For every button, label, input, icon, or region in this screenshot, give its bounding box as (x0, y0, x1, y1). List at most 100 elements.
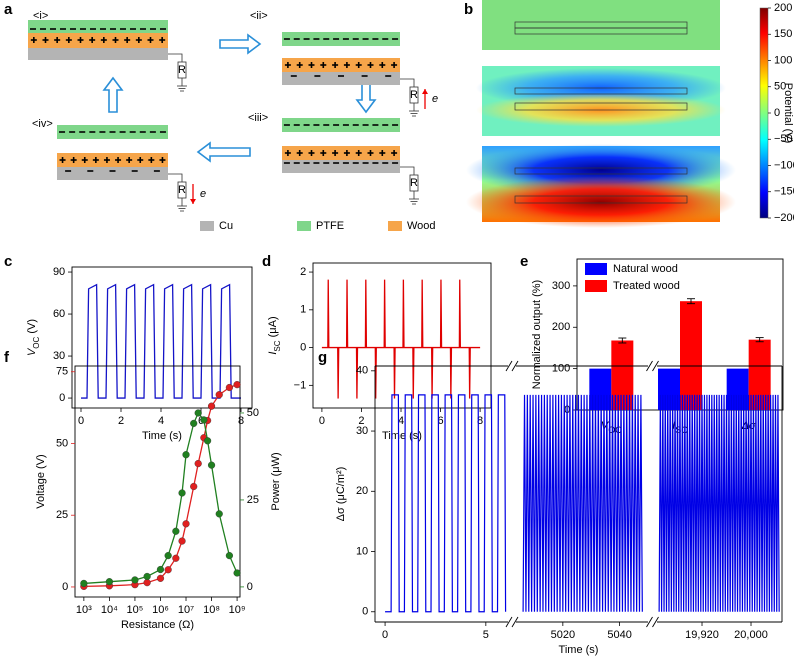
layer (57, 167, 168, 180)
data-point (225, 383, 234, 392)
wire (168, 173, 183, 182)
data-point (190, 482, 198, 491)
y-tick-label: 30 (356, 425, 368, 437)
resistor-label: R (178, 184, 186, 196)
arrow-left (196, 141, 251, 163)
arrow-up (102, 76, 124, 113)
axis-break (646, 360, 653, 372)
y-tick-label: 2 (300, 266, 306, 278)
layer (282, 58, 400, 72)
y-tick-label: 300 (552, 280, 570, 292)
layer (282, 72, 400, 85)
data-point (131, 576, 139, 584)
data-point (156, 574, 165, 582)
data-point (164, 552, 172, 560)
cycle-arrows (102, 33, 377, 163)
x-tick-label: 19,920 (685, 629, 719, 641)
resistor-label: R (410, 89, 418, 101)
data-point (207, 402, 216, 410)
resistor-label: R (178, 64, 186, 76)
axis-break (646, 616, 653, 628)
data-point (164, 566, 172, 574)
bar (611, 340, 634, 410)
legend-label: Wood (407, 220, 436, 232)
x-tick-label: 0 (78, 415, 84, 427)
plot-frame (74, 365, 241, 598)
y-tick-label: 0 (62, 581, 68, 593)
y-axis-label: VOC (V) (26, 319, 41, 356)
x-tick-label: 5020 (551, 629, 575, 641)
y-axis-label: ISC (μA) (267, 316, 282, 354)
data-point (143, 572, 151, 581)
x-tick-label: 10⁹ (229, 604, 246, 616)
layer (28, 48, 168, 60)
layer (282, 160, 400, 173)
colorbar-tick-label: 100 (774, 54, 792, 66)
y-tick-label: 75 (56, 366, 68, 378)
wood-outline (514, 102, 688, 111)
y-axis-label: Power (μW) (270, 452, 282, 510)
legend-swatch (200, 221, 214, 231)
panel-label: f (4, 349, 10, 366)
x-tick-label: 2 (358, 415, 364, 427)
colorbar (759, 7, 769, 219)
x-tick-label: 10⁸ (203, 604, 220, 616)
axis-break (511, 616, 519, 628)
panel-label: c (4, 253, 12, 270)
x-tick-label: 4 (398, 415, 404, 427)
data-point (178, 537, 186, 545)
data-point (233, 381, 241, 389)
data-point (172, 527, 180, 535)
x-axis-label: Time (s) (142, 430, 182, 442)
panel-label: g (318, 349, 327, 366)
x-axis-label: Time (s) (382, 430, 422, 442)
x-tick-label: 8 (238, 415, 244, 427)
x-tick-label: 10⁷ (178, 604, 194, 616)
state-label: <i> (33, 10, 48, 22)
label-part: OC (32, 336, 41, 348)
y-tick-label: 20 (356, 485, 368, 497)
colorbar-tick-label: 0 (774, 107, 780, 119)
y-tick-label: 0 (300, 341, 306, 353)
data-point (225, 552, 234, 560)
axis-break (505, 360, 513, 372)
data-point (200, 416, 208, 424)
data-line (385, 394, 507, 613)
data-line (81, 283, 241, 399)
y-tick-label: 0 (362, 606, 368, 618)
x-tick-label: 2 (118, 415, 124, 427)
data-point (156, 565, 165, 574)
y-tick-label: 10 (356, 545, 368, 557)
axis-break (652, 616, 659, 628)
wood-outline (514, 27, 688, 35)
colorbar-tick-label: 200 (774, 2, 792, 14)
y-tick-label: 90 (53, 266, 65, 278)
y-axis-label: Normalized output (%) (531, 280, 543, 389)
data-point (233, 569, 241, 577)
plot-frame (312, 262, 492, 409)
data-point (105, 578, 113, 586)
data-point (203, 437, 212, 445)
data-line (321, 279, 481, 399)
y-tick-label: 50 (247, 407, 259, 419)
layer (28, 33, 168, 48)
wire (168, 53, 183, 62)
layer (282, 118, 400, 132)
x-tick-label: 4 (158, 415, 164, 427)
electron-flow-head (190, 199, 196, 204)
state-label: <iii> (248, 112, 268, 124)
label-part: (V) (26, 319, 38, 337)
bar (680, 301, 702, 410)
colorbar-tick-label: −200 (774, 212, 794, 224)
colorbar-tick-label: 150 (774, 28, 792, 40)
y-axis-label: Voltage (V) (35, 454, 47, 508)
data-point (215, 510, 223, 518)
colorbar-tick-label: −100 (774, 159, 794, 171)
y-tick-label: 40 (356, 365, 368, 377)
x-tick-label: 0 (382, 629, 388, 641)
y-tick-label: 200 (552, 321, 570, 333)
bar (658, 368, 680, 410)
x-tick-label: 5 (483, 629, 489, 641)
legend-label: Cu (219, 220, 233, 232)
